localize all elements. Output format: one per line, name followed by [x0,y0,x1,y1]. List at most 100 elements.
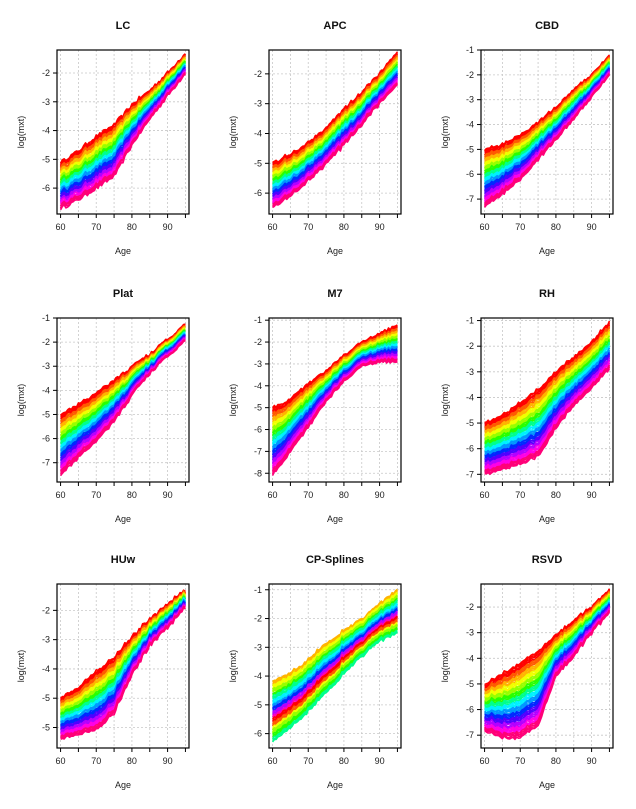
panel-title: CP-Splines [306,554,364,566]
plot-frame [268,583,402,749]
x-tick-label: 80 [551,756,561,766]
y-tick-label: -3 [42,635,50,645]
x-axis-label: Age [115,780,131,790]
x-tick-label: 60 [480,490,490,500]
y-axis-label: log(mxt) [440,384,450,417]
y-tick-label: -1 [254,585,262,595]
x-tick-label: 80 [127,222,137,232]
series-line [483,74,611,208]
x-tick-label: 90 [163,756,173,766]
x-axis-label: Age [327,514,343,524]
x-tick-label: 60 [56,222,66,232]
y-tick-label: -4 [466,392,474,402]
y-tick-label: -2 [42,68,50,78]
y-tick-label: -5 [466,144,474,154]
x-tick-label: 70 [303,756,313,766]
panel-apc: APC 60 70 80 90 -2 -3 -4 -5 -6 Age log(mxt) [228,20,402,256]
panel-rsvd: RSVD 60 70 80 90 -2 -3 -4 -5 -6 -7 Age log(mxt) [440,554,614,790]
x-tick-label: 80 [551,222,561,232]
panel-title: M7 [327,288,342,300]
panel-lc: LC 60 70 80 90 -2 -3 -4 -5 -6 Age log(mxt) [16,20,190,256]
x-axis-label: Age [539,780,555,790]
y-tick-label: -6 [42,183,50,193]
series-line [271,624,398,733]
x-tick-label: 90 [587,756,597,766]
y-axis-label: log(mxt) [440,116,450,149]
x-tick-label: 80 [339,222,349,232]
y-tick-label: -4 [466,653,474,663]
x-tick-label: 70 [303,222,313,232]
y-tick-label: -3 [254,642,262,652]
panel-title: APC [323,20,346,32]
y-tick-label: -6 [466,444,474,454]
y-tick-label: -3 [254,359,262,369]
y-tick-label: -1 [254,315,262,325]
y-tick-label: -6 [254,729,262,739]
y-tick-label: -7 [466,469,474,479]
y-tick-label: -6 [42,434,50,444]
y-tick-label: -2 [466,341,474,351]
x-tick-label: 70 [515,490,525,500]
panel-huw: HUw 60 70 80 90 -2 -3 -4 -5 -5 Age log(mxt) [16,554,190,790]
y-tick-label: -3 [42,361,50,371]
plot-frame [480,49,614,215]
y-tick-label: -6 [254,425,262,435]
x-tick-label: 80 [339,756,349,766]
series-line [272,84,398,209]
y-tick-label: -5 [254,700,262,710]
y-axis-label: log(mxt) [16,116,26,149]
panel-title: Plat [113,288,134,300]
panel-m7: M7 60 70 80 90 -1 -2 -3 -4 -5 -6 -7 -8 Age log(mxt) [228,288,402,524]
series-line [60,606,186,741]
y-tick-label: -4 [254,671,262,681]
series-line [484,357,611,464]
x-tick-label: 90 [587,490,597,500]
panel-cp-splines: CP-Splines 60 70 80 90 -1 -2 -3 -4 -5 -6 Age log(mxt… [228,554,402,790]
x-tick-label: 60 [56,756,66,766]
y-tick-label: -2 [466,602,474,612]
series-line [59,339,186,477]
series-line [60,326,186,426]
x-tick-label: 90 [587,222,597,232]
y-tick-label: -2 [254,337,262,347]
panel-title: RH [539,288,555,300]
x-tick-label: 70 [515,756,525,766]
x-axis-label: Age [327,780,343,790]
y-tick-label: -5 [254,403,262,413]
panel-title: HUw [111,554,136,566]
y-tick-label: -3 [466,367,474,377]
y-tick-label: -4 [254,128,262,138]
x-tick-label: 60 [268,222,278,232]
y-tick-label: -5 [42,154,50,164]
y-tick-label: -2 [254,69,262,79]
x-tick-label: 70 [303,490,313,500]
plot-frame [56,317,190,483]
y-tick-label: -4 [42,126,50,136]
x-tick-label: 90 [375,222,385,232]
y-tick-label: -4 [42,664,50,674]
y-tick-label: -5 [254,158,262,168]
series-line [272,628,398,738]
x-tick-label: 80 [339,490,349,500]
y-tick-label: -4 [254,381,262,391]
y-tick-label: -1 [42,313,50,323]
series-line [484,611,611,741]
y-axis-label: log(mxt) [228,384,238,417]
x-tick-label: 70 [515,222,525,232]
y-tick-label: -2 [466,70,474,80]
y-tick-label: -7 [254,446,262,456]
x-tick-label: 80 [551,490,561,500]
x-tick-label: 80 [127,490,137,500]
x-tick-label: 90 [375,756,385,766]
series-line [272,600,398,699]
y-tick-label: -6 [466,705,474,715]
y-tick-label: -1 [466,45,474,55]
plot-frame [268,49,402,215]
panel-rh: RH 60 70 80 90 -1 -2 -3 -4 -5 -6 -7 Age log(mxt) [440,288,614,524]
x-axis-label: Age [539,246,555,256]
y-tick-label: -2 [42,337,50,347]
y-tick-label: -3 [466,628,474,638]
y-tick-label: -4 [42,385,50,395]
panel-cbd: CBD 60 70 80 90 -1 -2 -3 -4 -5 -6 -7 Age log(mxt) [440,20,614,256]
